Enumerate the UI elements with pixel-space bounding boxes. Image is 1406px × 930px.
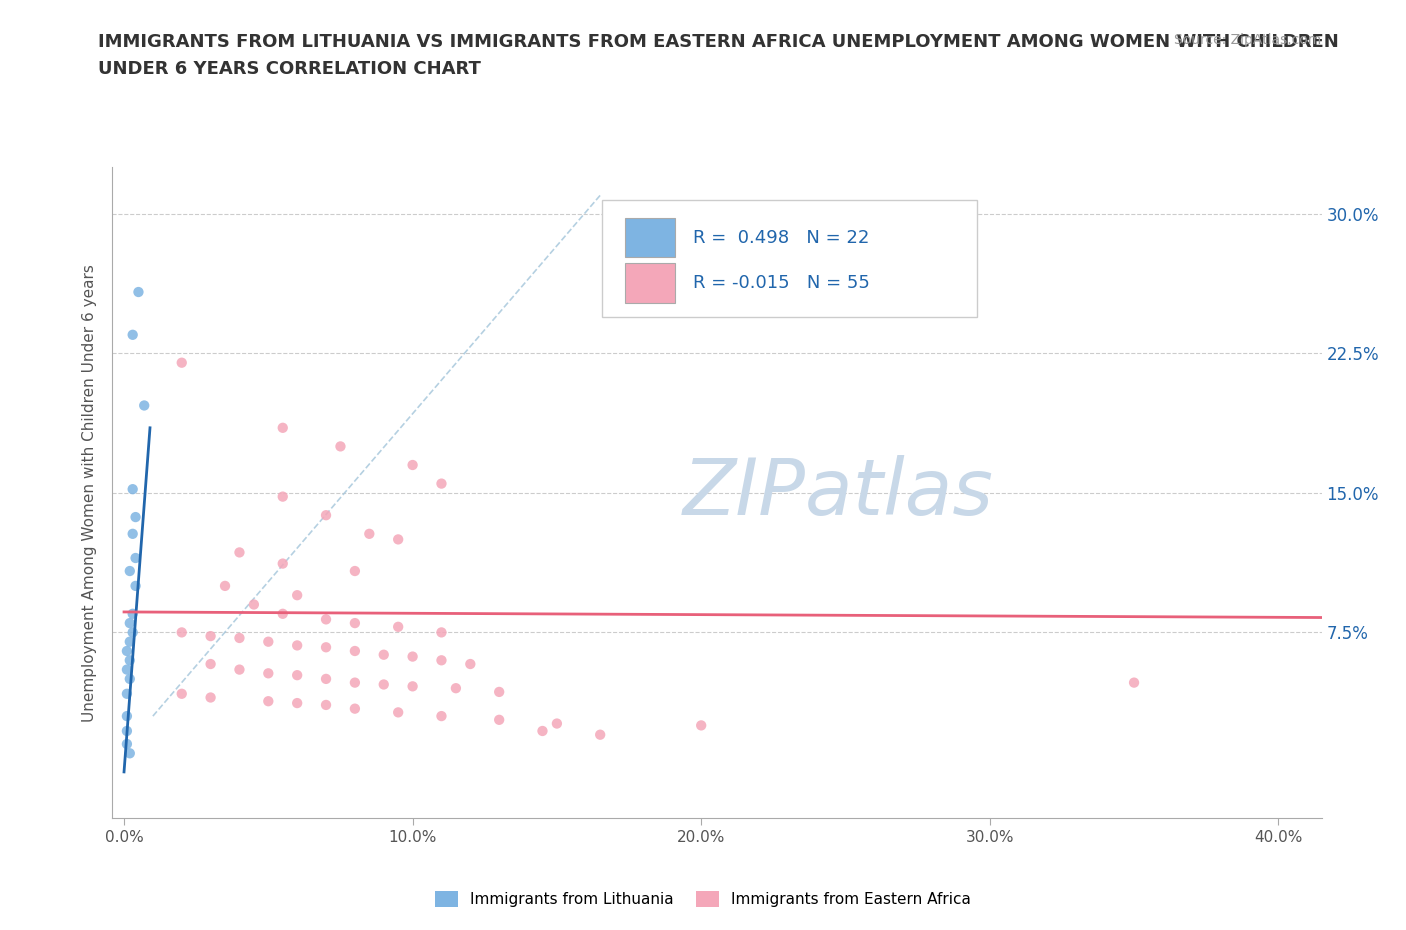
Point	[115, 724, 138, 738]
Point	[115, 709, 138, 724]
Point	[170, 355, 193, 370]
FancyBboxPatch shape	[626, 263, 675, 303]
Point	[401, 679, 423, 694]
Point	[430, 625, 453, 640]
Point	[243, 597, 266, 612]
Point	[430, 476, 453, 491]
Point	[430, 653, 453, 668]
Point	[444, 681, 467, 696]
Point	[121, 606, 143, 621]
Point	[118, 564, 141, 578]
Point	[488, 684, 510, 699]
Point	[401, 458, 423, 472]
Point	[690, 718, 713, 733]
Point	[200, 657, 222, 671]
Point	[170, 625, 193, 640]
Point	[200, 629, 222, 644]
Point	[118, 616, 141, 631]
Text: R = -0.015   N = 55: R = -0.015 N = 55	[693, 274, 870, 292]
Point	[127, 285, 149, 299]
Legend: Immigrants from Lithuania, Immigrants from Eastern Africa: Immigrants from Lithuania, Immigrants fr…	[429, 884, 977, 913]
Point	[118, 634, 141, 649]
Point	[430, 709, 453, 724]
Point	[285, 696, 308, 711]
Point	[228, 662, 250, 677]
Point	[121, 327, 143, 342]
Point	[315, 612, 337, 627]
Text: ZIPatlas: ZIPatlas	[682, 455, 994, 531]
Point	[285, 638, 308, 653]
FancyBboxPatch shape	[626, 218, 675, 258]
Point	[531, 724, 554, 738]
Point	[121, 625, 143, 640]
Point	[329, 439, 352, 454]
Point	[271, 556, 294, 571]
Point	[118, 653, 141, 668]
Text: R =  0.498   N = 22: R = 0.498 N = 22	[693, 229, 869, 246]
Point	[343, 616, 366, 631]
Point	[271, 606, 294, 621]
Point	[170, 686, 193, 701]
Point	[343, 564, 366, 578]
Point	[124, 578, 146, 593]
FancyBboxPatch shape	[602, 200, 977, 317]
Point	[589, 727, 612, 742]
Point	[488, 712, 510, 727]
Point	[115, 737, 138, 751]
Point	[257, 694, 280, 709]
Point	[285, 668, 308, 683]
Point	[115, 686, 138, 701]
Point	[315, 671, 337, 686]
Point	[257, 634, 280, 649]
Y-axis label: Unemployment Among Women with Children Under 6 years: Unemployment Among Women with Children U…	[82, 264, 97, 722]
Point	[387, 705, 409, 720]
Point	[124, 551, 146, 565]
Point	[271, 489, 294, 504]
Point	[401, 649, 423, 664]
Point	[118, 671, 141, 686]
Point	[373, 647, 395, 662]
Point	[214, 578, 236, 593]
Point	[315, 508, 337, 523]
Point	[115, 662, 138, 677]
Point	[257, 666, 280, 681]
Point	[118, 746, 141, 761]
Point	[134, 398, 156, 413]
Point	[373, 677, 395, 692]
Text: Source: ZipAtlas.com: Source: ZipAtlas.com	[1174, 33, 1322, 46]
Point	[271, 420, 294, 435]
Text: UNDER 6 YEARS CORRELATION CHART: UNDER 6 YEARS CORRELATION CHART	[98, 60, 481, 78]
Point	[315, 640, 337, 655]
Point	[387, 532, 409, 547]
Point	[359, 526, 381, 541]
Point	[121, 482, 143, 497]
Point	[546, 716, 568, 731]
Text: IMMIGRANTS FROM LITHUANIA VS IMMIGRANTS FROM EASTERN AFRICA UNEMPLOYMENT AMONG W: IMMIGRANTS FROM LITHUANIA VS IMMIGRANTS …	[98, 33, 1339, 50]
Point	[285, 588, 308, 603]
Point	[228, 631, 250, 645]
Point	[228, 545, 250, 560]
Point	[387, 619, 409, 634]
Point	[115, 644, 138, 658]
Point	[121, 526, 143, 541]
Point	[200, 690, 222, 705]
Point	[343, 675, 366, 690]
Point	[124, 510, 146, 525]
Point	[1123, 675, 1146, 690]
Point	[460, 657, 482, 671]
Point	[343, 644, 366, 658]
Point	[315, 698, 337, 712]
Point	[343, 701, 366, 716]
